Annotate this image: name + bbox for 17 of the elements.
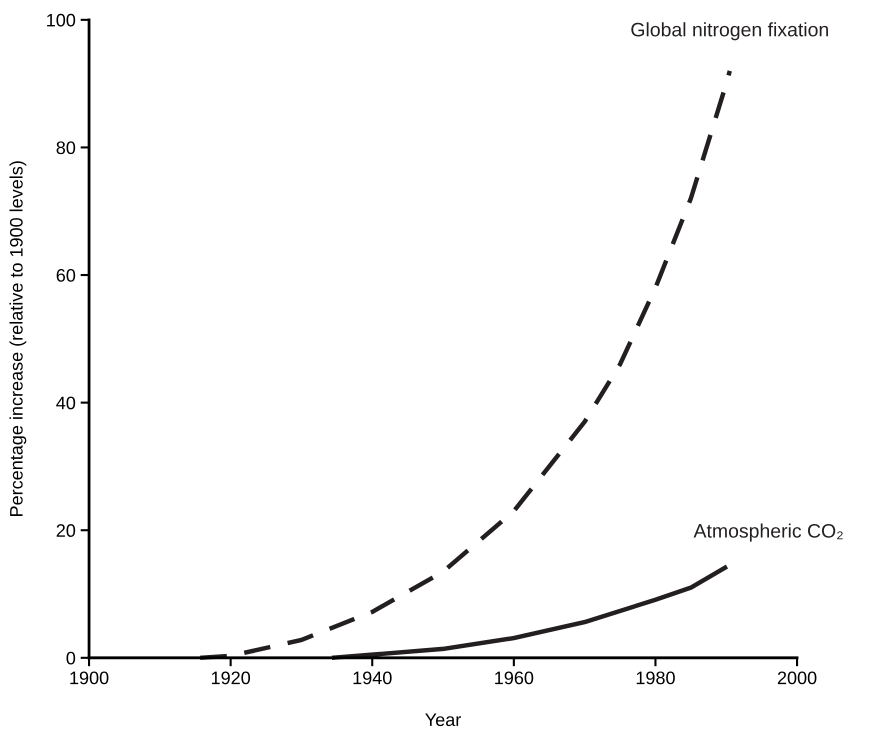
line-series xyxy=(330,564,730,660)
x-axis-title: Year xyxy=(425,714,461,726)
y-axis-title: Percentage increase (relative to 1900 levels) xyxy=(9,161,26,516)
series-label: Atmospheric CO₂ xyxy=(694,523,843,542)
y-tick-label: 60 xyxy=(56,268,76,282)
text: Global nitrogen fixation xyxy=(631,22,828,40)
x-tick-label: 1980 xyxy=(636,671,675,684)
y-tick-label: 100 xyxy=(47,14,76,27)
x-tick-label: 1900 xyxy=(70,671,108,684)
y-tick-label: 20 xyxy=(56,524,76,537)
x-tick-label: 1920 xyxy=(212,671,250,684)
x-tick-label: 1960 xyxy=(495,671,534,684)
y-tick-label: 0 xyxy=(66,652,76,665)
x-tick-label: 2000 xyxy=(778,671,816,684)
x-tick-label: 1940 xyxy=(354,671,392,684)
y-tick-label: 40 xyxy=(56,396,76,410)
y-tick-label: 80 xyxy=(56,141,76,154)
